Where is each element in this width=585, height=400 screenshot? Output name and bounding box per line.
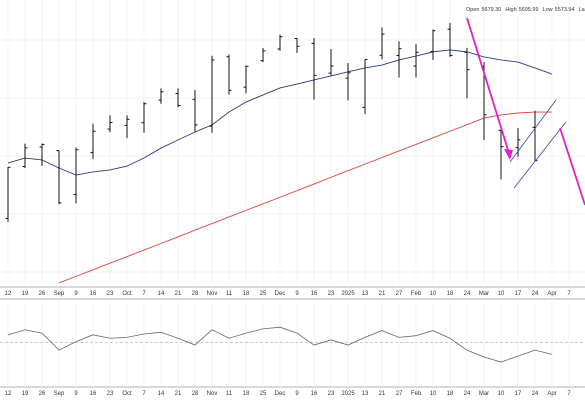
trend-annotations xyxy=(466,17,585,206)
x-tick-label: Mar xyxy=(479,291,489,297)
header-value: 5679.30 xyxy=(481,7,501,13)
x-tick-label: 17 xyxy=(515,391,522,397)
x-tick-label: 10 xyxy=(430,391,437,397)
x-tick-label: Apr xyxy=(547,391,556,397)
x-tick-label: 24 xyxy=(532,291,539,297)
x-tick-label: 16 xyxy=(90,391,97,397)
header-value: 5573.94 xyxy=(555,7,575,13)
x-tick-label: Sep xyxy=(54,391,65,397)
header-box xyxy=(462,4,585,16)
x-tick-label: 7 xyxy=(567,391,571,397)
x-tick-label: Sep xyxy=(54,291,65,297)
moving-average xyxy=(58,111,552,284)
x-tick-label: 12 xyxy=(5,391,12,397)
channel-line xyxy=(513,121,567,189)
x-tick-label: 13 xyxy=(362,391,369,397)
x-tick-label: Nov xyxy=(207,291,218,297)
x-tick-label: 11 xyxy=(226,291,233,297)
x-tick-label: Oct xyxy=(122,391,132,397)
x-tick-label: 18 xyxy=(243,391,250,397)
x-tick-label: 23 xyxy=(328,291,335,297)
x-tick-label: 25 xyxy=(260,291,267,297)
x-tick-label: 9 xyxy=(74,291,78,297)
x-tick-label: 9 xyxy=(295,391,299,397)
horizontal-grid xyxy=(0,39,585,273)
header-label: High xyxy=(505,7,516,13)
x-tick-label: 23 xyxy=(328,391,335,397)
x-tick-label: 19 xyxy=(22,391,29,397)
indicator-line xyxy=(7,326,553,363)
x-tick-label: 23 xyxy=(107,391,114,397)
price-header: Open 5679.30 High 5695.99 Low 5573.94 La xyxy=(466,7,585,13)
x-tick-label: 24 xyxy=(464,391,471,397)
x-tick-label: 10 xyxy=(430,291,437,297)
x-tick-label: 28 xyxy=(192,291,199,297)
header-label: Low xyxy=(543,7,553,13)
x-tick-label: 9 xyxy=(295,291,299,297)
x-tick-label: 10 xyxy=(498,291,505,297)
x-tick-label: 26 xyxy=(39,391,46,397)
x-tick-label: 12 xyxy=(5,291,12,297)
x-tick-label: Feb xyxy=(411,391,422,397)
channel-line xyxy=(509,99,557,163)
x-tick-label: Dec xyxy=(275,291,286,297)
x-tick-label: 9 xyxy=(74,391,78,397)
x-tick-label: Feb xyxy=(411,291,422,297)
x-tick-label: 18 xyxy=(243,291,250,297)
x-tick-label: 26 xyxy=(39,291,46,297)
x-tick-label: 24 xyxy=(464,291,471,297)
trend-arrow xyxy=(559,127,585,206)
header-label: Open xyxy=(466,7,479,13)
header-value: 5695.99 xyxy=(519,7,539,13)
x-tick-label: 16 xyxy=(90,291,97,297)
moving-average xyxy=(7,49,553,176)
trend-arrow xyxy=(466,17,509,151)
x-tick-label: 11 xyxy=(226,391,233,397)
x-tick-label: Apr xyxy=(547,291,556,297)
x-tick-label: 18 xyxy=(447,391,454,397)
x-tick-label: 7 xyxy=(567,291,571,297)
x-tick-label: 14 xyxy=(158,391,165,397)
x-tick-label: 7 xyxy=(142,391,146,397)
x-tick-label: 21 xyxy=(379,291,386,297)
x-tick-label: 2025 xyxy=(341,391,355,397)
x-tick-label: Mar xyxy=(479,391,489,397)
x-tick-label: 17 xyxy=(515,291,522,297)
x-tick-label: 19 xyxy=(22,291,29,297)
x-tick-label: 10 xyxy=(498,391,505,397)
x-tick-label: 21 xyxy=(175,291,182,297)
x-tick-label: 27 xyxy=(396,291,403,297)
x-tick-label: 21 xyxy=(379,391,386,397)
x-tick-label: 18 xyxy=(447,291,454,297)
x-tick-label: 16 xyxy=(311,391,318,397)
header-label: La xyxy=(579,7,585,13)
x-tick-label: Nov xyxy=(207,391,218,397)
arrow-head xyxy=(504,149,513,160)
x-tick-label: 7 xyxy=(142,291,146,297)
x-tick-label: 27 xyxy=(396,391,403,397)
x-tick-label: 23 xyxy=(107,291,114,297)
x-tick-label: Dec xyxy=(275,391,286,397)
x-tick-label: 13 xyxy=(362,291,369,297)
x-tick-label: 28 xyxy=(192,391,199,397)
x-tick-label: 14 xyxy=(158,291,165,297)
x-tick-label: 2025 xyxy=(341,291,355,297)
x-tick-label: 24 xyxy=(532,391,539,397)
x-tick-label: Oct xyxy=(122,291,132,297)
x-tick-label: 25 xyxy=(260,391,267,397)
x-tick-label: 21 xyxy=(175,391,182,397)
x-tick-label: 16 xyxy=(311,291,318,297)
